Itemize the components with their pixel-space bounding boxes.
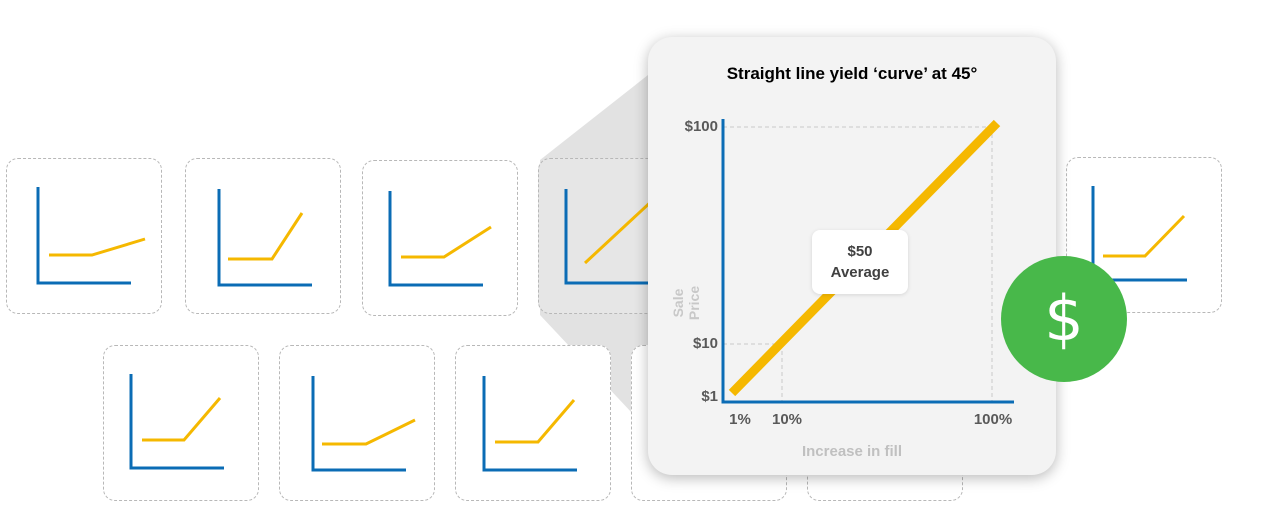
curve-thumbnail[interactable] — [6, 158, 162, 314]
thumbnail-chart — [388, 191, 492, 287]
x-axis-label: Increase in fill — [801, 443, 903, 460]
x-tick-label: 100% — [973, 411, 1013, 428]
thumbnail-chart — [564, 189, 659, 285]
average-label: Average — [830, 264, 890, 281]
thumbnail-chart — [311, 376, 416, 472]
x-tick-label: 10% — [771, 411, 803, 428]
y-axis-label: Sale Price — [670, 285, 702, 321]
thumbnail-chart — [217, 189, 312, 287]
x-tick-label: 1% — [729, 411, 751, 428]
curve-thumbnail[interactable] — [362, 160, 518, 316]
zoomed-chart-card: Straight line yield ‘curve’ at 45° $100 … — [648, 37, 1056, 475]
average-value: $50 — [847, 243, 873, 260]
thumbnail-chart — [129, 374, 224, 470]
curve-thumbnail[interactable] — [103, 345, 259, 501]
dollar-icon: $ — [1001, 256, 1127, 382]
chart-title: Straight line yield ‘curve’ at 45° — [726, 64, 978, 83]
y-tick-label: $100 — [684, 118, 718, 135]
thumbnail-chart — [36, 187, 146, 285]
average-callout: $50 Average — [812, 230, 908, 294]
curve-thumbnail[interactable] — [455, 345, 611, 501]
y-tick-label: $10 — [692, 335, 718, 352]
y-tick-label: $1 — [701, 388, 718, 405]
dollar-symbol: $ — [1044, 282, 1084, 355]
chart-axes — [721, 119, 1014, 404]
thumbnail-chart — [482, 376, 577, 472]
curve-thumbnail[interactable] — [279, 345, 435, 501]
curve-thumbnail[interactable] — [185, 158, 341, 314]
